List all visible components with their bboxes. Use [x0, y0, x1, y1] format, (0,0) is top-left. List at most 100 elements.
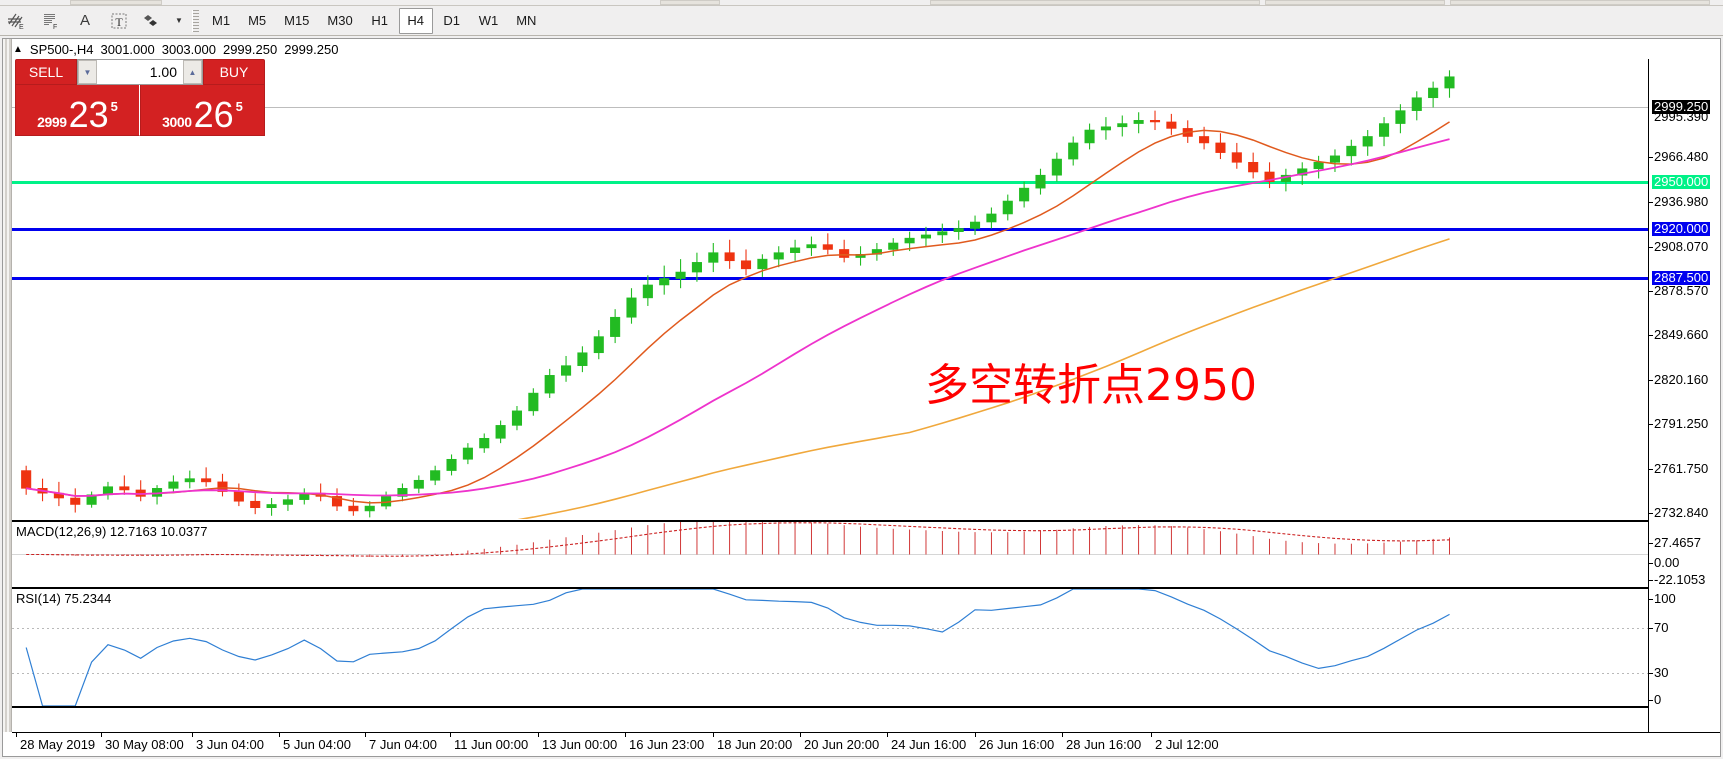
objects-dropdown-icon[interactable]: ▼: [175, 16, 183, 25]
price-scale-tick: [1649, 469, 1653, 470]
rsi-level-70: [12, 628, 1648, 629]
sell-price-fraction: 5: [110, 98, 118, 114]
price-scale-label: 0: [1654, 692, 1662, 707]
rsi-subwindow[interactable]: RSI(14) 75.2344: [12, 589, 1648, 706]
price-scale[interactable]: 2999.250 2995.390 2966.480 2950.000 2936.980…: [1648, 59, 1720, 752]
chart-left-gripper[interactable]: [3, 39, 12, 732]
timeframe-mn[interactable]: MN: [516, 13, 537, 28]
price-scale-tick: [1649, 563, 1653, 564]
price-scale-tick: [1649, 599, 1653, 600]
ohlc-low: 2999.250: [222, 41, 278, 57]
indicators-icon[interactable]: E: [1, 8, 33, 34]
price-scale-label: 2878.570: [1654, 283, 1709, 298]
sell-price-cell[interactable]: 2999 23 5: [15, 85, 140, 136]
time-scale-label: 5 Jun 04:00: [283, 737, 351, 752]
macd-label: MACD(12,26,9) 12.7163 10.0377: [16, 524, 208, 539]
macd-subwindow[interactable]: MACD(12,26,9) 12.7163 10.0377: [12, 522, 1648, 587]
time-scale-label: 3 Jun 04:00: [196, 737, 264, 752]
macd-separator: [12, 520, 1720, 522]
buy-price-big: 3000: [162, 113, 192, 130]
time-scale-label: 18 Jun 20:00: [717, 737, 793, 752]
symbol-title: SP500-,H4: [29, 41, 94, 57]
price-scale-tick: [1649, 202, 1653, 203]
time-scale-label: 26 Jun 16:00: [979, 737, 1055, 752]
time-scale-tick: [625, 733, 626, 737]
price-scale-tick: [1649, 335, 1653, 336]
text-label-icon[interactable]: T: [103, 8, 135, 34]
time-scale-tick: [279, 733, 280, 737]
toolbar-separator: [192, 9, 199, 32]
ohlc-close: 2999.250: [284, 41, 339, 57]
price-scale-label: 2999.250: [1652, 99, 1711, 114]
price-scale-tick: [1649, 247, 1653, 248]
time-scale-tick: [1062, 733, 1063, 737]
chart-toolbar: E F A T: [0, 6, 1723, 36]
level-line-2920: [12, 228, 1648, 231]
toolbar-chunk-3: [930, 0, 1260, 5]
volume-decrease-icon[interactable]: ▼: [78, 60, 97, 84]
candlestick-series: [21, 70, 1455, 519]
price-scale-label: 27.4657: [1654, 535, 1701, 550]
price-scale-tick: [1649, 424, 1653, 425]
time-scale-tick: [713, 733, 714, 737]
timeframe-m15[interactable]: M15: [284, 13, 310, 28]
timeframe-h1[interactable]: H1: [371, 13, 389, 28]
rsi-label: RSI(14) 75.2344: [16, 591, 112, 606]
timeframe-d1[interactable]: D1: [443, 13, 461, 28]
volume-increase-icon[interactable]: ▲: [183, 60, 202, 84]
time-scale-tick: [365, 733, 366, 737]
toolbar-chunk-2: [660, 0, 720, 5]
time-scale-tick: [887, 733, 888, 737]
price-scale-label: 2887.500: [1652, 270, 1711, 285]
price-scale-tick: [1649, 513, 1653, 514]
time-scale-label: 30 May 08:00: [105, 737, 184, 752]
time-scale-tick: [450, 733, 451, 737]
timeframe-m30[interactable]: M30: [327, 13, 353, 28]
price-scale-label: 2908.070: [1654, 239, 1709, 254]
price-scale-label: 2849.660: [1654, 327, 1709, 342]
time-scale[interactable]: 28 May 2019 30 May 08:00 3 Jun 04:00 5 Jun …: [12, 732, 1720, 756]
time-scale-tick: [538, 733, 539, 737]
volume-stepper[interactable]: ▼ 1.00 ▲: [77, 59, 203, 85]
macd-series: [12, 522, 1648, 557]
price-scale-tick: [1649, 543, 1653, 544]
chart-window: ▲ SP500-,H4 3001.000 3003.000 2999.250 2…: [2, 38, 1721, 757]
time-scale-label: 28 May 2019: [20, 737, 96, 752]
price-scale-label: 2936.980: [1654, 194, 1709, 209]
price-scale-label: 30: [1654, 665, 1669, 680]
timeframe-h4[interactable]: H4: [398, 7, 433, 34]
objects-icon[interactable]: [137, 8, 169, 34]
toolbar-chunk-4: [1265, 0, 1445, 5]
price-scale-label: 0.00: [1654, 555, 1680, 570]
time-scale-tick: [1151, 733, 1152, 737]
buy-price-cell[interactable]: 3000 26 5: [140, 85, 265, 136]
price-scale-tick: [1649, 700, 1653, 701]
price-plot-area[interactable]: 多空转折点2950: [12, 59, 1648, 519]
timeframe-w1[interactable]: W1: [478, 13, 499, 28]
time-scale-tick: [975, 733, 976, 737]
grid-f-icon[interactable]: F: [35, 8, 67, 34]
price-scale-tick: [1649, 291, 1653, 292]
timeframe-m5[interactable]: M5: [248, 13, 267, 28]
time-scale-label: 28 Jun 16:00: [1066, 737, 1142, 752]
price-scale-label: 2820.160: [1654, 372, 1709, 387]
buy-button[interactable]: BUY: [203, 59, 265, 85]
toolbar-chunk-5: [1450, 0, 1710, 5]
text-a-icon[interactable]: A: [79, 12, 90, 29]
time-scale-tick: [16, 733, 17, 737]
sell-price-big: 2999: [37, 113, 67, 130]
timeframe-m1[interactable]: M1: [212, 13, 231, 28]
price-scale-label: -22.1053: [1654, 572, 1706, 587]
sell-button[interactable]: SELL: [15, 59, 77, 85]
price-scale-label: 2950.000: [1652, 174, 1711, 189]
toolbar-chunk-1: [70, 0, 162, 5]
price-scale-tick: [1649, 673, 1653, 674]
price-scale-label: 2732.840: [1654, 505, 1709, 520]
price-scale-tick: [1649, 580, 1653, 581]
time-scale-label: 2 Jul 12:00: [1155, 737, 1219, 752]
volume-input[interactable]: 1.00: [149, 64, 177, 80]
price-scale-tick: [1649, 380, 1653, 381]
collapse-icon[interactable]: ▲: [13, 43, 23, 55]
trade-controls-row: SELL ▼ 1.00 ▲ BUY: [15, 59, 265, 85]
